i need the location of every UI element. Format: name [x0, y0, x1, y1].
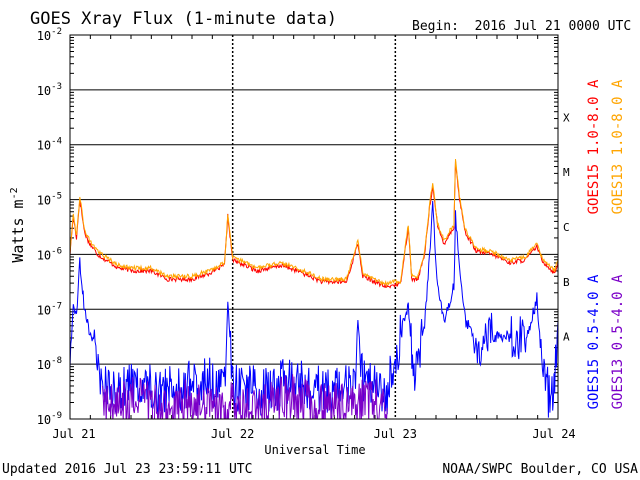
y-tick-label: 10-8 — [37, 356, 62, 372]
y-tick-exp: -2 — [51, 27, 62, 37]
y-tick-exp: -9 — [51, 411, 62, 421]
x-tick-label: Jul 22 — [211, 427, 254, 441]
legend-entry: GOES13 0.5-4.0 A — [610, 274, 626, 409]
series-line-3 — [102, 374, 388, 419]
y-tick-base: 10 — [37, 303, 51, 317]
legend-entry: GOES15 0.5-4.0 A — [586, 274, 602, 409]
series-group — [70, 158, 558, 419]
y-tick-exp: -4 — [51, 137, 62, 147]
legend-entry: GOES13 1.0-8.0 A — [610, 79, 626, 214]
y-tick-base: 10 — [37, 248, 51, 262]
flare-class-label: B — [563, 276, 570, 289]
x-tick-label: Jul 23 — [374, 427, 417, 441]
footer-source: NOAA/SWPC Boulder, CO USA — [442, 462, 638, 477]
y-axis-label-main: Watts m — [9, 199, 27, 262]
y-axis-ticks: 10-210-310-410-510-610-710-810-9 — [37, 27, 62, 427]
y-tick-label: 10-6 — [37, 246, 62, 262]
flare-class-label: X — [563, 111, 570, 124]
y-tick-exp: -7 — [51, 301, 62, 311]
legend-entry: GOES15 1.0-8.0 A — [586, 79, 602, 214]
series-line-1 — [70, 158, 558, 288]
x-axis-ticks: Jul 21 Jul 22 Jul 23 Jul 24 — [52, 427, 575, 441]
flare-class-labels: X M C B A — [563, 111, 570, 343]
flare-class-label: M — [563, 166, 570, 179]
y-tick-exp: -3 — [51, 82, 62, 92]
y-tick-base: 10 — [37, 29, 51, 43]
y-tick-label: 10-2 — [37, 27, 62, 43]
y-tick-label: 10-7 — [37, 301, 62, 317]
y-axis-label-sup: -2 — [9, 187, 20, 199]
y-tick-label: 10-9 — [37, 411, 62, 427]
x-tick-label: Jul 24 — [532, 427, 575, 441]
y-tick-label: 10-4 — [37, 137, 62, 153]
y-tick-exp: -5 — [51, 192, 62, 202]
y-tick-base: 10 — [37, 84, 51, 98]
y-tick-base: 10 — [37, 139, 51, 153]
y-tick-exp: -8 — [51, 356, 62, 366]
y-tick-base: 10 — [37, 358, 51, 372]
plot-frame — [69, 34, 559, 420]
y-axis-label: Watts m-2 — [9, 187, 27, 262]
x-tick-label: Jul 21 — [52, 427, 95, 441]
chart-title: GOES Xray Flux (1-minute data) — [30, 9, 337, 29]
y-tick-base: 10 — [37, 194, 51, 208]
flare-class-label: A — [563, 331, 570, 344]
begin-label: Begin: 2016 Jul 21 0000 UTC — [412, 19, 631, 34]
grid — [70, 34, 558, 420]
y-tick-label: 10-3 — [37, 82, 62, 98]
y-tick-exp: -6 — [51, 246, 62, 256]
x-axis-label: Universal Time — [264, 443, 365, 457]
legend: GOES15 1.0-8.0 A GOES13 1.0-8.0 A GOES15 0… — [586, 79, 626, 409]
y-tick-label: 10-5 — [37, 192, 62, 208]
footer-updated: Updated 2016 Jul 23 23:59:11 UTC — [2, 462, 252, 477]
y-tick-base: 10 — [37, 413, 51, 427]
flare-class-label: C — [563, 221, 570, 234]
